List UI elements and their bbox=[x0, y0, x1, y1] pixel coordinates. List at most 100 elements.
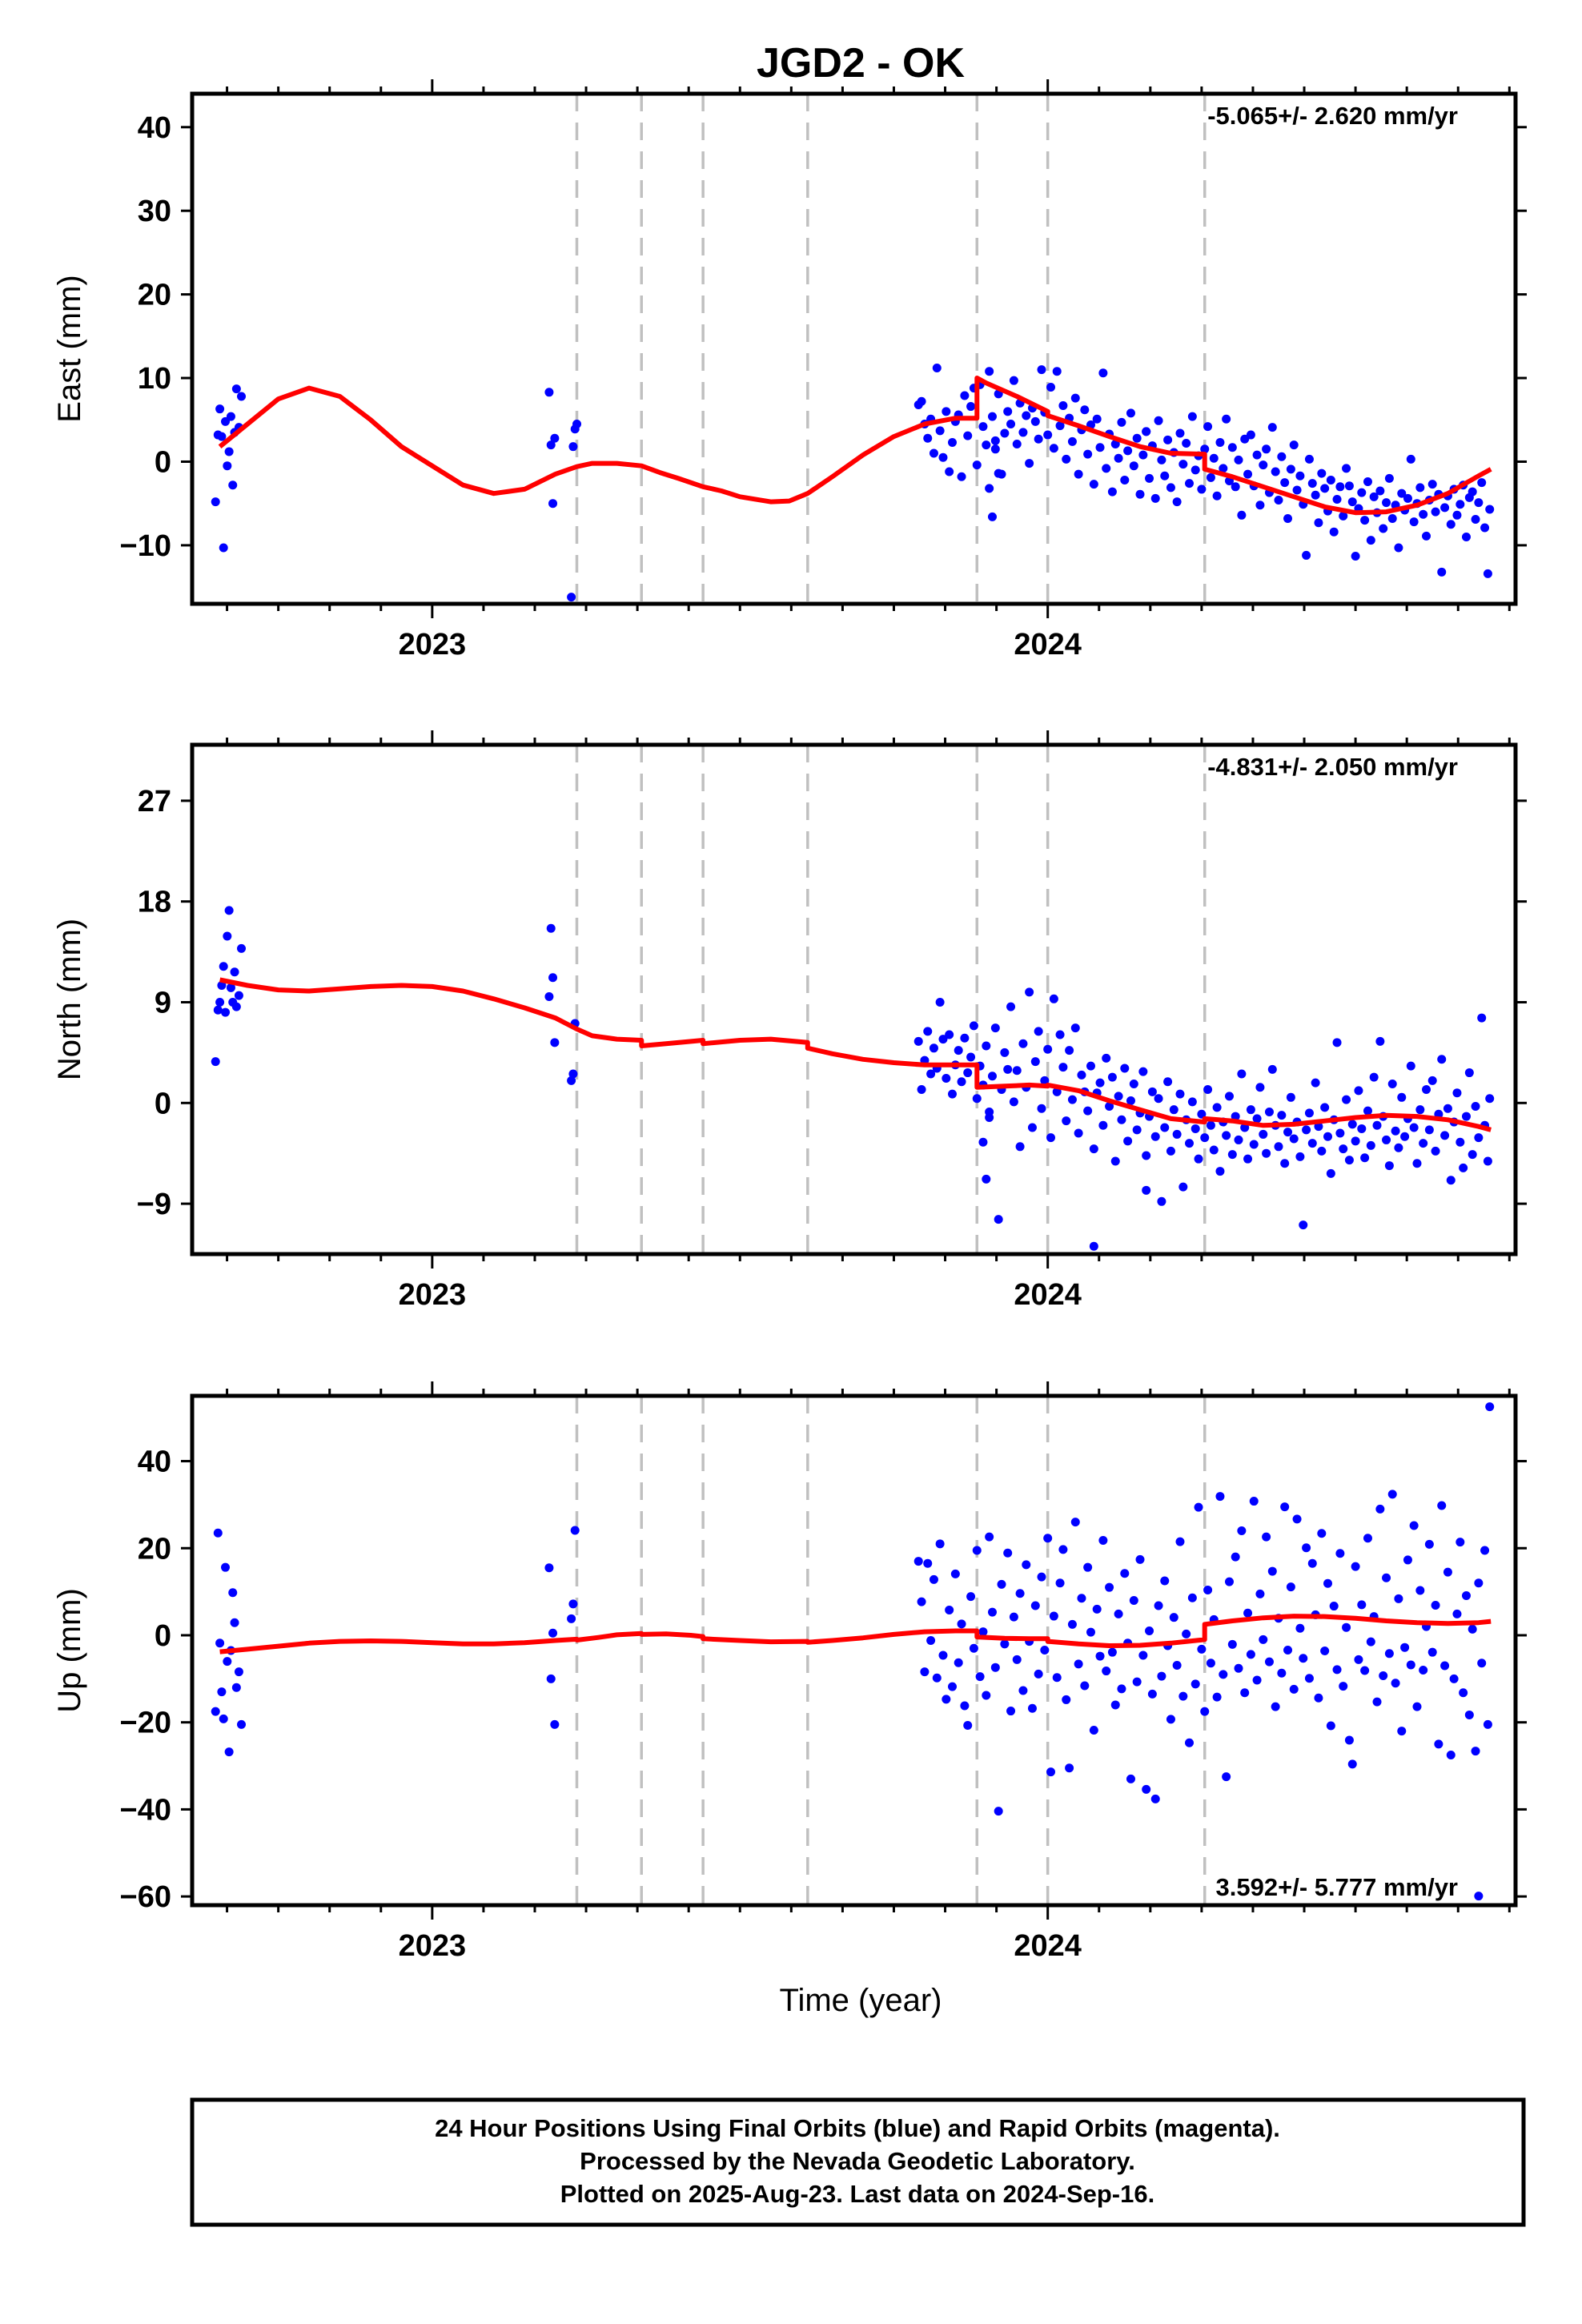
north-point-149 bbox=[1307, 1139, 1317, 1148]
up-point-141 bbox=[1283, 1645, 1293, 1655]
up-point-29 bbox=[938, 1651, 948, 1660]
north-point-3 bbox=[217, 981, 227, 991]
east-point-61 bbox=[1034, 434, 1043, 444]
east-point-89 bbox=[1120, 475, 1130, 485]
east-point-114 bbox=[1197, 485, 1207, 494]
up-point-168 bbox=[1366, 1637, 1375, 1647]
north-point-166 bbox=[1360, 1153, 1370, 1163]
up-point-120 bbox=[1219, 1670, 1228, 1679]
east-point-27 bbox=[929, 448, 938, 458]
up-point-0 bbox=[211, 1707, 220, 1716]
east-point-130 bbox=[1246, 430, 1255, 440]
up-point-54 bbox=[1015, 1589, 1025, 1598]
north-point-92 bbox=[1132, 1125, 1142, 1135]
north-point-18 bbox=[567, 1076, 576, 1085]
east-point-13 bbox=[237, 392, 247, 401]
north-point-147 bbox=[1302, 1125, 1311, 1135]
up-point-23 bbox=[920, 1667, 930, 1677]
up-point-158 bbox=[1335, 1549, 1345, 1558]
north-point-164 bbox=[1354, 1086, 1363, 1096]
north-point-145 bbox=[1295, 1152, 1305, 1161]
up-point-33 bbox=[950, 1569, 960, 1578]
north-point-102 bbox=[1163, 1077, 1173, 1087]
east-y-axis-label: East (mm) bbox=[52, 275, 87, 422]
north-point-90 bbox=[1126, 1096, 1135, 1106]
north-point-19 bbox=[568, 1069, 578, 1079]
up-point-42 bbox=[978, 1627, 988, 1637]
up-point-159 bbox=[1339, 1682, 1348, 1691]
up-point-31 bbox=[945, 1605, 954, 1614]
up-point-45 bbox=[987, 1607, 997, 1617]
east-point-93 bbox=[1132, 433, 1142, 443]
north-point-64 bbox=[1046, 1133, 1056, 1143]
up-point-38 bbox=[966, 1592, 976, 1602]
north-point-168 bbox=[1366, 1140, 1375, 1150]
north-point-65 bbox=[1049, 994, 1058, 1003]
north-point-155 bbox=[1326, 1168, 1335, 1178]
north-point-114 bbox=[1200, 1133, 1210, 1143]
up-point-189 bbox=[1431, 1600, 1440, 1610]
up-point-48 bbox=[997, 1579, 1006, 1589]
up-point-171 bbox=[1375, 1504, 1385, 1514]
up-point-34 bbox=[954, 1658, 963, 1667]
up-point-190 bbox=[1434, 1739, 1443, 1749]
up-point-32 bbox=[948, 1682, 958, 1691]
up-point-135 bbox=[1264, 1657, 1274, 1667]
north-point-189 bbox=[1431, 1146, 1440, 1156]
up-point-178 bbox=[1397, 1727, 1407, 1736]
north-point-76 bbox=[1083, 1106, 1093, 1116]
east-point-200 bbox=[1461, 532, 1471, 541]
east-point-207 bbox=[1483, 569, 1492, 578]
north-point-84 bbox=[1107, 1072, 1117, 1082]
east-point-164 bbox=[1351, 551, 1360, 561]
up-point-191 bbox=[1437, 1501, 1447, 1510]
up-point-185 bbox=[1419, 1665, 1428, 1675]
north-point-17 bbox=[550, 1038, 560, 1047]
east-point-128 bbox=[1240, 434, 1250, 444]
east-point-18 bbox=[567, 593, 576, 602]
east-point-179 bbox=[1397, 489, 1407, 498]
east-point-103 bbox=[1163, 435, 1173, 444]
up-ytick-label-5: 40 bbox=[138, 1445, 171, 1479]
north-point-182 bbox=[1409, 1123, 1419, 1132]
north-point-87 bbox=[1117, 1115, 1126, 1124]
east-point-197 bbox=[1452, 510, 1462, 520]
north-point-83 bbox=[1105, 1101, 1114, 1111]
up-point-58 bbox=[1027, 1703, 1037, 1713]
north-point-167 bbox=[1363, 1106, 1372, 1116]
east-point-140 bbox=[1277, 452, 1287, 461]
panel-east: −10 0 10 20 30 40 2023 2024 East (mm) -5.065+/- 2… bbox=[52, 79, 1527, 661]
east-point-148 bbox=[1302, 550, 1311, 560]
east-point-183 bbox=[1409, 517, 1419, 527]
north-point-10 bbox=[230, 967, 239, 977]
up-point-68 bbox=[1058, 1545, 1068, 1554]
north-point-100 bbox=[1157, 1196, 1166, 1206]
up-point-139 bbox=[1277, 1668, 1287, 1678]
north-point-177 bbox=[1394, 1143, 1403, 1152]
east-point-64 bbox=[1043, 430, 1053, 440]
east-point-91 bbox=[1126, 408, 1135, 418]
east-xtick-label-1: 2024 bbox=[1014, 628, 1082, 661]
east-point-6 bbox=[223, 461, 232, 471]
up-point-86 bbox=[1114, 1609, 1123, 1618]
panels: −10 0 10 20 30 40 2023 2024 East (mm) -5.065+/- 2… bbox=[52, 79, 1527, 1963]
east-ytick-label-2: 10 bbox=[138, 362, 171, 396]
x-axis-label: Time (year) bbox=[780, 1983, 942, 2018]
up-point-17 bbox=[550, 1719, 560, 1729]
north-point-0 bbox=[211, 1057, 220, 1067]
east-point-56 bbox=[1018, 428, 1028, 437]
up-point-65 bbox=[1049, 1611, 1058, 1621]
east-point-86 bbox=[1110, 440, 1120, 449]
up-point-69 bbox=[1062, 1695, 1071, 1704]
north-point-62 bbox=[1040, 1076, 1050, 1085]
up-point-194 bbox=[1446, 1750, 1456, 1759]
east-point-163 bbox=[1347, 497, 1357, 507]
north-point-58 bbox=[1027, 1123, 1037, 1132]
east-point-166 bbox=[1357, 488, 1367, 497]
up-point-162 bbox=[1347, 1759, 1357, 1769]
north-point-37 bbox=[963, 1068, 973, 1078]
east-point-39 bbox=[966, 402, 976, 412]
footer-line-1: 24 Hour Positions Using Final Orbits (bl… bbox=[435, 2114, 1280, 2142]
up-point-166 bbox=[1360, 1666, 1370, 1675]
